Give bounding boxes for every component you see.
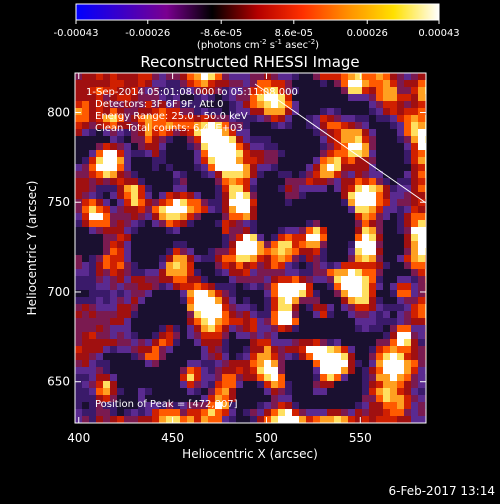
x-tick-label: 400 — [67, 431, 90, 445]
overlay-line-energy: Energy Range: 25.0 - 50.0 keV — [95, 111, 248, 122]
colorbar-tick-label: -0.00043 — [54, 28, 99, 39]
solar-image — [75, 73, 426, 423]
colorbar-units: (photons cm-2 s-1 asec-2) — [197, 38, 319, 51]
overlay-line-detectors: Detectors: 3F 6F 9F, Att 0 — [95, 99, 223, 110]
colorbar-tick-label: 0.00043 — [418, 28, 459, 39]
y-tick-label: 650 — [47, 375, 70, 389]
x-tick-label: 500 — [255, 431, 278, 445]
info-overlay: 1-Sep-2014 05:01:08.000 to 05:11:08.000 … — [86, 87, 298, 410]
colorbar-tick-label: -0.00026 — [125, 28, 170, 39]
overlay-line-time: 1-Sep-2014 05:01:08.000 to 05:11:08.000 — [86, 87, 298, 98]
x-axis-label: Heliocentric X (arcsec) — [182, 447, 318, 461]
image-title: Reconstructed RHESSI Image — [140, 53, 359, 71]
y-tick-label: 700 — [47, 285, 70, 299]
y-axis-ticks: 650 700 750 800 — [47, 105, 426, 389]
colorbar-tick-label: -8.6e-05 — [200, 28, 242, 39]
solar-limb-line — [254, 83, 426, 204]
colorbar-ticks: -0.00043 -0.00026 -8.6e-05 8.6e-05 0.00026 0.… — [54, 20, 460, 39]
plot-timestamp: 6-Feb-2017 13:14 — [389, 484, 495, 498]
plot-frame — [74, 72, 427, 424]
y-tick-label: 750 — [47, 195, 70, 209]
overlay-line-counts: Clean Total counts: 6.45E+03 — [95, 123, 243, 134]
peak-position: Position of Peak = [472,807] — [95, 399, 238, 410]
colorbar-gradient — [75, 3, 440, 21]
colorbar-tick-label: 0.00026 — [347, 28, 388, 39]
y-tick-label: 800 — [47, 105, 70, 119]
colorbar: -0.00043 -0.00026 -8.6e-05 8.6e-05 0.00026 0.… — [54, 3, 460, 51]
y-axis-label: Heliocentric Y (arcsec) — [25, 181, 39, 316]
x-axis-ticks: 400 450 500 550 — [67, 73, 372, 445]
x-tick-label: 550 — [349, 431, 372, 445]
x-tick-label: 450 — [161, 431, 184, 445]
colorbar-tick-label: 8.6e-05 — [275, 28, 313, 39]
